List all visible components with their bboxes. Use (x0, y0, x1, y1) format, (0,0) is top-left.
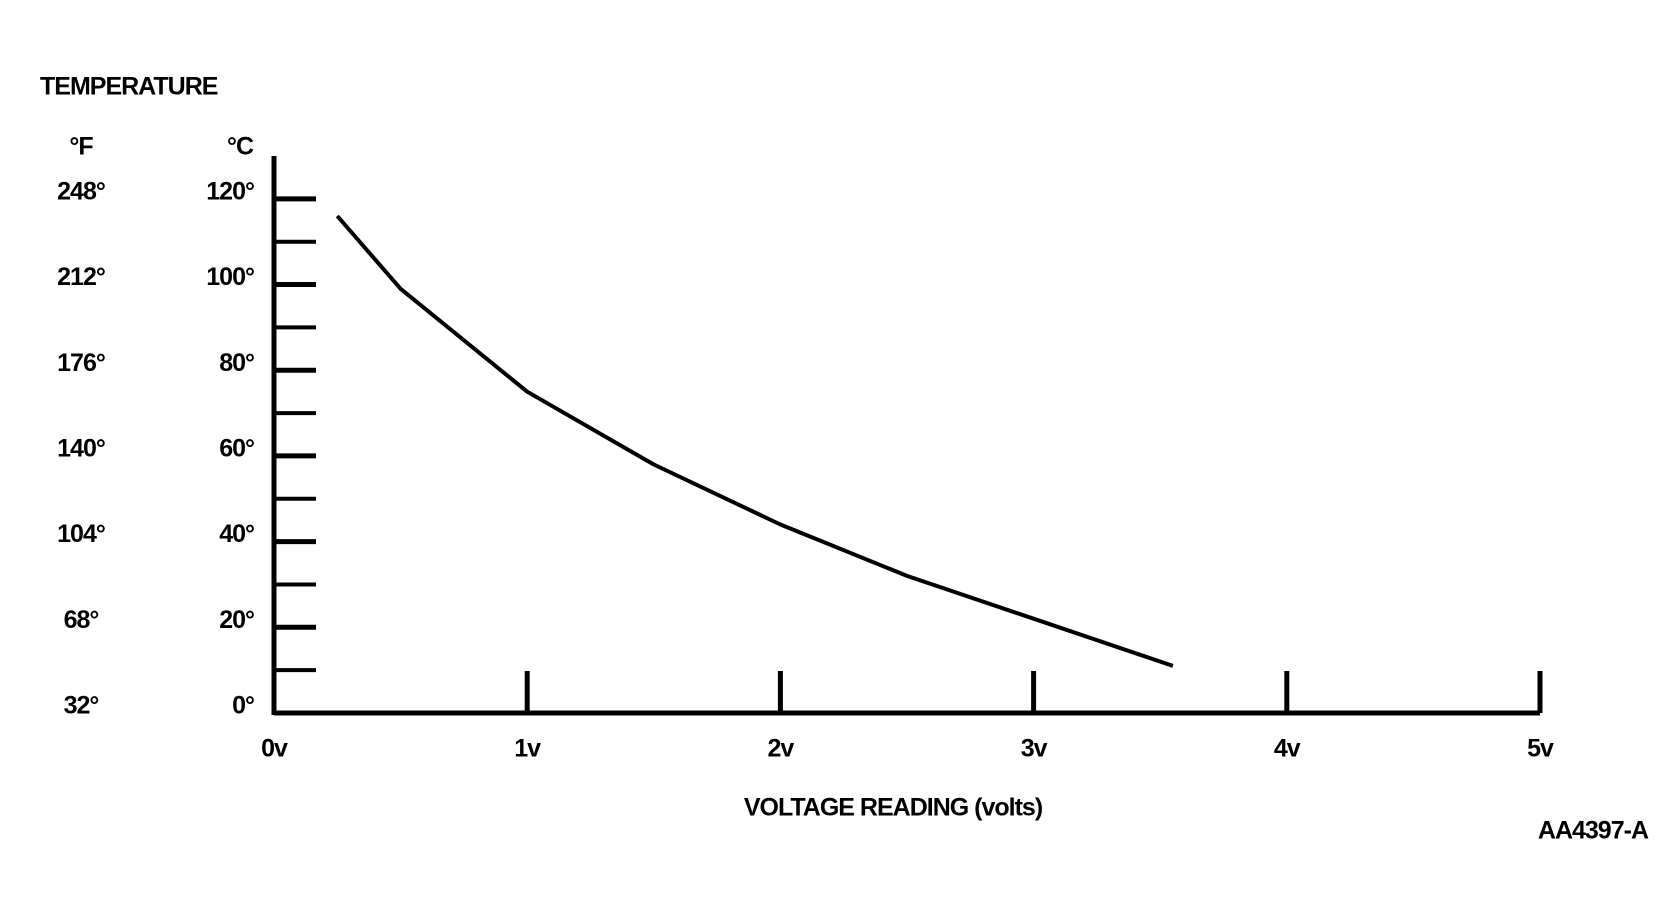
y-tick-label: 60° (219, 435, 254, 463)
x-tick-label: 1v (514, 735, 541, 763)
x-tick-label: 5v (1527, 735, 1554, 763)
y-tick-label: 80° (219, 349, 254, 377)
x-tick-label: 0v (261, 735, 288, 763)
y2-tick-label: 248° (57, 177, 105, 205)
y2-tick-label: 140° (57, 435, 105, 463)
y2-tick-label: 68° (64, 606, 99, 634)
y-tick-label: 40° (219, 520, 254, 548)
y-title: TEMPERATURE (40, 73, 218, 101)
y2-tick-label: 32° (64, 692, 99, 720)
y-tick-label: 20° (219, 606, 254, 634)
x-tick-label: 2v (767, 735, 794, 763)
x-tick-label: 4v (1274, 735, 1301, 763)
y-tick-label: 100° (206, 263, 254, 291)
y2-tick-label: 212° (57, 263, 105, 291)
y-tick-label: 120° (206, 177, 254, 205)
y2-tick-label: 104° (57, 520, 105, 548)
figure-id: AA4397-A (1538, 817, 1649, 845)
y-tick-label: 0° (232, 692, 254, 720)
y-unit-label: °C (227, 133, 254, 161)
data-line (335, 214, 1174, 668)
y2-tick-label: 176° (57, 349, 105, 377)
x-title: VOLTAGE READING (volts) (744, 794, 1043, 822)
y2-unit-label: °F (69, 133, 93, 161)
x-tick-label: 3v (1021, 735, 1048, 763)
